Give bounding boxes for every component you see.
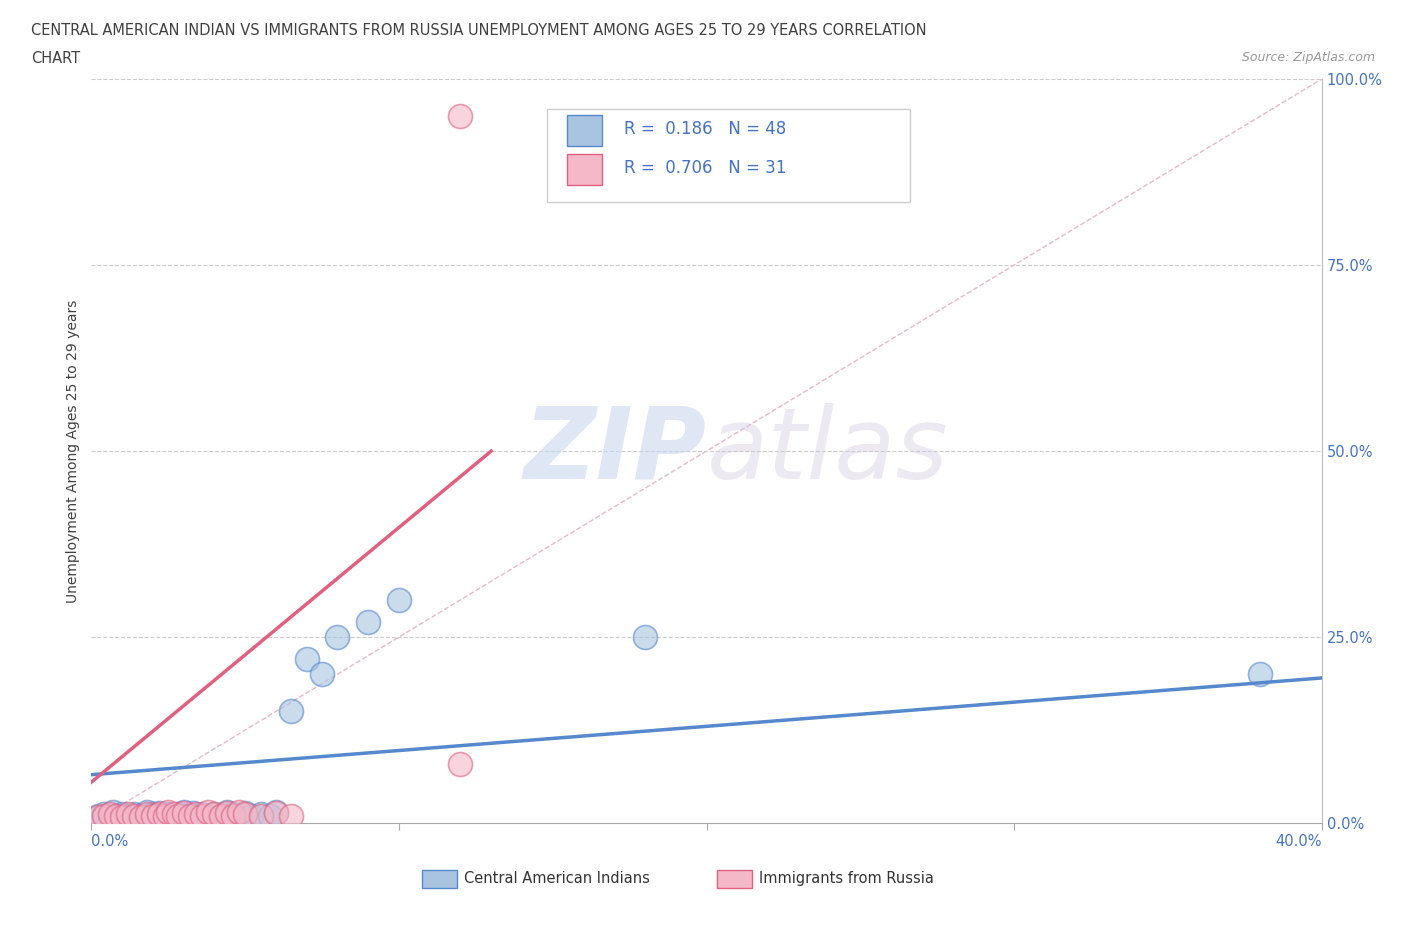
Point [86, 808, 108, 823]
Point [166, 806, 188, 821]
Point [111, 806, 134, 821]
Point [117, 808, 139, 823]
Point [173, 806, 195, 821]
Point [222, 808, 245, 823]
Text: CENTRAL AMERICAN INDIAN VS IMMIGRANTS FROM RUSSIA UNEMPLOYMENT AMONG AGES 25 TO : CENTRAL AMERICAN INDIAN VS IMMIGRANTS FR… [31, 23, 927, 38]
Point [188, 808, 211, 823]
Point [93, 806, 115, 821]
Point [142, 810, 165, 825]
Point [249, 806, 271, 821]
Point [197, 810, 219, 825]
Point [249, 808, 271, 823]
Text: 40.0%: 40.0% [1275, 834, 1322, 849]
Point [1249, 667, 1271, 682]
Point [240, 808, 263, 823]
Point [117, 806, 139, 821]
Text: CHART: CHART [31, 51, 80, 66]
Point [111, 810, 134, 825]
Point [111, 810, 134, 825]
Point [166, 808, 188, 823]
Bar [568, 114, 602, 146]
Point [233, 806, 256, 821]
Point [129, 810, 152, 825]
Point [215, 806, 238, 821]
Point [153, 808, 177, 823]
Point [153, 808, 177, 823]
Point [449, 756, 471, 771]
Point [228, 804, 250, 819]
Point [259, 808, 281, 823]
Point [280, 808, 302, 823]
Point [160, 808, 183, 823]
Point [98, 806, 121, 821]
Point [157, 804, 180, 819]
Point [181, 806, 204, 821]
Point [311, 667, 333, 682]
Point [197, 804, 219, 819]
Point [173, 808, 195, 823]
Point [124, 808, 146, 823]
Text: 0.0%: 0.0% [91, 834, 128, 849]
Point [449, 109, 471, 124]
Point [142, 808, 165, 823]
Point [163, 806, 186, 821]
Point [179, 808, 201, 823]
FancyBboxPatch shape [547, 109, 910, 202]
Point [98, 810, 121, 825]
Point [129, 810, 152, 825]
Point [228, 808, 250, 823]
Point [148, 806, 170, 821]
Point [101, 804, 124, 819]
Point [326, 630, 349, 644]
Point [127, 808, 149, 823]
Point [148, 806, 170, 821]
Text: atlas: atlas [706, 403, 948, 499]
Point [357, 615, 380, 630]
Point [173, 804, 195, 819]
Point [222, 806, 245, 821]
Y-axis label: Unemployment Among Ages 25 to 29 years: Unemployment Among Ages 25 to 29 years [66, 299, 80, 603]
Point [124, 806, 146, 821]
Point [142, 806, 165, 821]
Point [209, 808, 232, 823]
Point [135, 806, 157, 821]
Point [135, 804, 157, 819]
Point [120, 810, 142, 825]
Point [135, 808, 157, 823]
Text: Immigrants from Russia: Immigrants from Russia [759, 871, 934, 886]
Point [105, 808, 127, 823]
Point [233, 806, 256, 821]
Point [191, 808, 214, 823]
Text: R =  0.706   N = 31: R = 0.706 N = 31 [624, 159, 786, 178]
Point [148, 808, 170, 823]
Point [634, 630, 657, 644]
Point [202, 806, 225, 821]
Bar [568, 154, 602, 185]
Text: ZIP: ZIP [523, 403, 706, 499]
Point [157, 806, 180, 821]
Point [264, 806, 287, 821]
Point [215, 804, 238, 819]
Point [209, 808, 232, 823]
Point [86, 810, 108, 825]
Point [191, 806, 214, 821]
Text: R =  0.186   N = 48: R = 0.186 N = 48 [624, 120, 786, 138]
Point [295, 652, 318, 667]
Point [184, 806, 207, 821]
Point [105, 808, 127, 823]
Text: Central American Indians: Central American Indians [464, 871, 650, 886]
Text: Source: ZipAtlas.com: Source: ZipAtlas.com [1241, 51, 1375, 64]
Point [179, 808, 201, 823]
Point [388, 592, 411, 607]
Point [93, 808, 115, 823]
Point [163, 810, 186, 825]
Point [264, 804, 287, 819]
Point [280, 704, 302, 719]
Point [202, 806, 225, 821]
